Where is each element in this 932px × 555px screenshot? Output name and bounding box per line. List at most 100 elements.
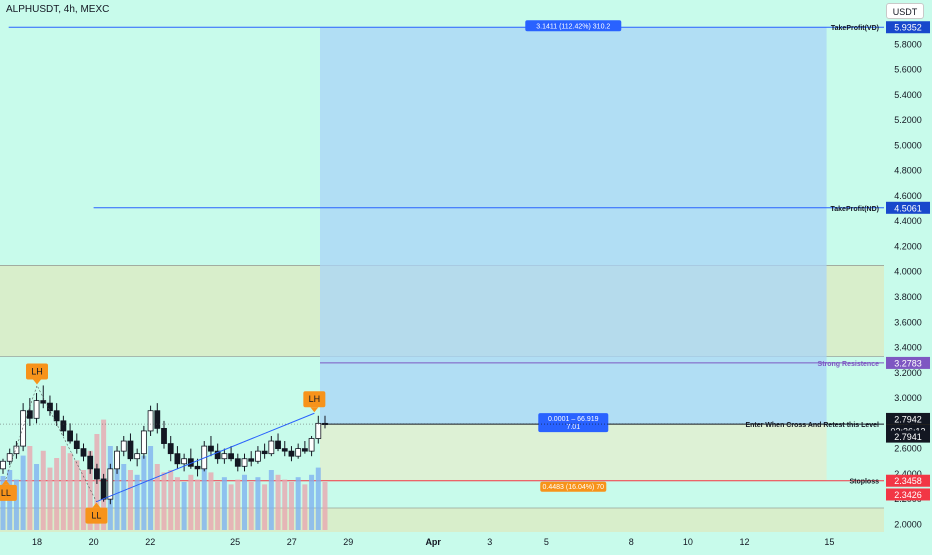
pivot-tag-1[interactable] [26, 363, 48, 380]
candle-body[interactable] [308, 438, 315, 452]
candle-body[interactable] [181, 458, 188, 465]
center-label-line1: 0.0001 – 66.919 [548, 416, 599, 423]
time-tick-label: 22 [145, 537, 155, 547]
price-tag-label-0: 2.7942 [894, 414, 922, 424]
volume-bar [201, 467, 207, 530]
volume-bar [60, 446, 66, 530]
volume-bar [248, 482, 254, 530]
price-tag-label-3: 2.3426 [894, 490, 922, 500]
candle-body[interactable] [248, 458, 255, 462]
volume-bar [27, 446, 33, 530]
candle-body[interactable] [221, 453, 228, 460]
pivot-label-3: LH [309, 394, 321, 404]
candle-body[interactable] [26, 410, 33, 419]
volume-bar [154, 464, 160, 530]
volume-bar [315, 467, 321, 530]
trend-line[interactable] [96, 412, 315, 503]
candle-body[interactable] [281, 448, 288, 452]
volume-bar [40, 450, 46, 530]
candle-body[interactable] [0, 460, 6, 470]
candle-body[interactable] [20, 410, 27, 447]
pivot-tag-0[interactable] [0, 484, 17, 501]
candle-body[interactable] [315, 422, 322, 439]
price-tag-label-2: 2.7941 [894, 432, 922, 442]
target-zone[interactable] [320, 27, 827, 425]
price-tag-3 [886, 488, 930, 501]
stop-zone[interactable] [320, 424, 827, 481]
candle-body[interactable] [275, 440, 281, 450]
level-price-label-2: 3.2783 [894, 358, 922, 368]
candle-body[interactable] [100, 478, 107, 500]
candle-body[interactable] [241, 458, 248, 467]
candle-body[interactable] [120, 440, 127, 452]
volume-bar [34, 464, 40, 530]
center-label-box[interactable] [538, 413, 609, 433]
candle-body[interactable] [288, 450, 295, 457]
candle-body[interactable] [114, 450, 120, 470]
candle-body[interactable] [214, 450, 221, 460]
candle-body[interactable] [268, 440, 275, 455]
candle-body[interactable] [301, 448, 308, 452]
price-tick-label: 5.4000 [894, 90, 922, 100]
candle-body[interactable] [107, 468, 114, 500]
candle-body[interactable] [154, 410, 161, 429]
pivot-tag-pointer [33, 379, 41, 385]
candle-body[interactable] [140, 430, 147, 455]
candle-body[interactable] [255, 450, 261, 462]
candle-body[interactable] [147, 410, 154, 432]
volume-bar [262, 484, 268, 530]
candle-body[interactable] [67, 430, 73, 442]
candle-body[interactable] [208, 445, 214, 452]
volume-bar [74, 460, 80, 530]
candle-body[interactable] [94, 468, 100, 480]
volume-bar [195, 479, 201, 530]
candle-body[interactable] [60, 420, 67, 432]
candle-body[interactable] [295, 448, 302, 457]
candle-body[interactable] [234, 458, 241, 467]
time-tick-label: 18 [32, 537, 42, 547]
candle-body[interactable] [127, 440, 134, 460]
candle-body[interactable] [174, 453, 181, 465]
volume-bar [188, 474, 194, 530]
level-price-tag-4 [886, 474, 930, 487]
volume-bar [282, 479, 288, 530]
price-axis: 2.00002.20002.40002.60002.80003.00003.20… [884, 0, 932, 550]
candle-body[interactable] [13, 445, 20, 455]
candle-body[interactable] [73, 440, 80, 450]
candle-body[interactable] [40, 400, 47, 404]
candle-body[interactable] [6, 453, 13, 462]
zigzag-line [5, 384, 315, 503]
time-tick-label: 5 [544, 537, 549, 547]
price-tick-label: 4.0000 [894, 267, 922, 277]
price-tick-label: 3.8000 [894, 292, 922, 302]
candle-body[interactable] [228, 453, 234, 460]
volume-bar [87, 450, 93, 530]
candle-body[interactable] [33, 400, 40, 419]
volume-bar [288, 482, 294, 530]
candle-body[interactable] [87, 455, 94, 470]
pivot-tag-pointer [92, 502, 101, 508]
time-tick-label: 10 [683, 537, 693, 547]
level-price-label-0: 5.9352 [894, 23, 922, 33]
price-tick-label: 2.0000 [894, 519, 922, 529]
currency-button[interactable]: USDT [886, 3, 924, 19]
volume-bar [127, 470, 133, 530]
candle-body[interactable] [134, 453, 141, 460]
candle-body[interactable] [261, 450, 268, 455]
candle-body[interactable] [194, 465, 201, 470]
pivot-tag-3[interactable] [303, 391, 326, 408]
candle-body[interactable] [80, 448, 87, 457]
volume-bar [208, 472, 214, 530]
candle-body[interactable] [53, 410, 60, 422]
time-tick-label: 29 [343, 537, 353, 547]
volume-bar [141, 455, 147, 530]
candle-body[interactable] [167, 443, 174, 455]
time-axis: 18 20 22 25 27 29 Apr 3 5 8 10 12 15 [0, 533, 884, 550]
candle-body[interactable] [161, 427, 167, 444]
levels-layer: TakeProfit(VD) TakeProfit(ND) Strong Resis… [0, 25, 884, 486]
level-price-label-1: 4.5061 [894, 203, 922, 213]
candle-body[interactable] [47, 402, 53, 412]
pivot-tag-2[interactable] [85, 507, 108, 524]
